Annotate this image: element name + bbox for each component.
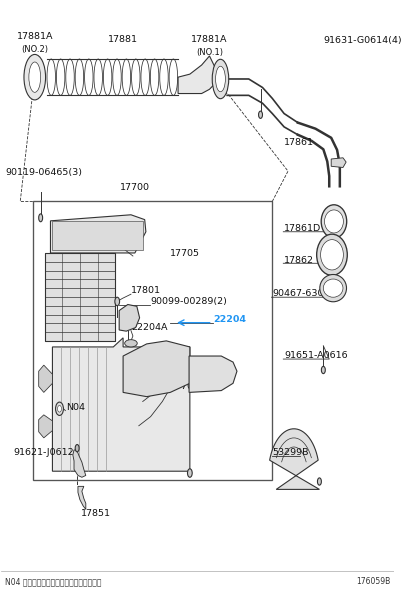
Text: 17861: 17861 [284,138,314,147]
Text: 17700: 17700 [120,183,150,192]
Text: N04 この部品については補給していません: N04 この部品については補給していません [5,577,102,586]
Bar [52,221,143,250]
Text: 91651-A0616: 91651-A0616 [284,351,348,361]
Polygon shape [39,365,52,392]
Text: 90099-00289(2): 90099-00289(2) [151,297,228,306]
Ellipse shape [259,111,262,118]
Ellipse shape [57,406,62,412]
Ellipse shape [39,214,42,222]
Polygon shape [189,356,237,392]
Ellipse shape [125,340,137,347]
Bar [33,202,272,481]
Ellipse shape [215,66,225,92]
Text: 17801: 17801 [131,286,161,295]
Text: 17851: 17851 [81,509,111,518]
Ellipse shape [317,478,322,485]
Ellipse shape [75,445,79,452]
Text: 17881A: 17881A [191,35,228,44]
Text: 17701: 17701 [170,382,200,390]
Ellipse shape [323,279,343,297]
Polygon shape [50,215,146,253]
Ellipse shape [29,62,41,93]
Ellipse shape [317,234,347,275]
Text: 90119-06465(3): 90119-06465(3) [5,168,82,177]
Text: 17705: 17705 [170,250,200,258]
Text: 17862: 17862 [284,256,314,265]
Polygon shape [270,429,319,490]
Ellipse shape [188,469,192,477]
Ellipse shape [320,275,347,302]
Ellipse shape [321,205,347,238]
Text: 22204A: 22204A [131,323,168,332]
Polygon shape [39,415,52,438]
Text: 91621-J0612: 91621-J0612 [13,448,74,457]
Polygon shape [78,487,86,509]
Text: 53299B: 53299B [272,448,309,457]
Polygon shape [123,341,190,396]
Ellipse shape [212,59,229,99]
Ellipse shape [115,297,119,306]
Text: 176059B: 176059B [356,577,390,586]
Polygon shape [119,304,140,331]
Polygon shape [73,450,86,477]
Text: N04: N04 [66,403,85,412]
Polygon shape [52,338,190,471]
Polygon shape [331,158,346,167]
Text: 17881: 17881 [108,35,138,44]
Text: 17881A: 17881A [17,32,53,41]
Bar [45,253,115,341]
Ellipse shape [56,402,63,415]
Ellipse shape [24,54,46,100]
Text: (NO.2): (NO.2) [21,45,48,54]
Text: 22204: 22204 [213,315,246,324]
Ellipse shape [324,210,343,233]
Text: 90467-63002: 90467-63002 [272,289,336,298]
Ellipse shape [321,239,343,270]
Polygon shape [178,56,215,94]
Text: (NO.1): (NO.1) [196,48,223,57]
Text: 91631-G0614(4): 91631-G0614(4) [323,36,402,45]
Text: 17861D: 17861D [284,224,321,233]
Ellipse shape [322,367,325,373]
